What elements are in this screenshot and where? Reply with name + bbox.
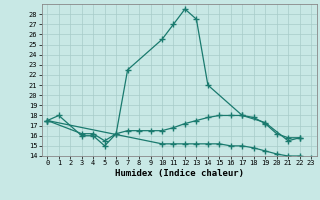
X-axis label: Humidex (Indice chaleur): Humidex (Indice chaleur) (115, 169, 244, 178)
